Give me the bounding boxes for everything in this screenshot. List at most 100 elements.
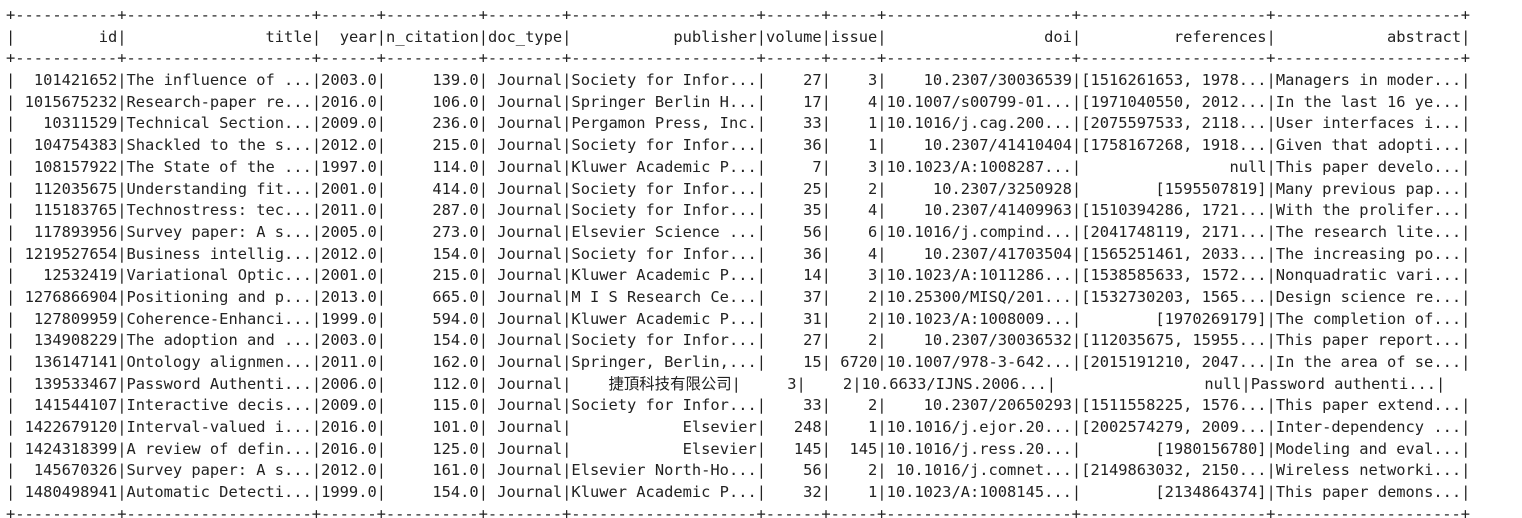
table-cell-id: 1480498941 (24, 483, 118, 502)
table-cell-id: 117893956 (33, 222, 118, 241)
table-cell-abstract: This paper report... (1275, 331, 1462, 350)
table-cell-doc_type: Journal (497, 201, 563, 220)
table-cell-year: 2011.0 (321, 353, 377, 371)
table-cell-title: Coherence-Enhanci... (126, 309, 312, 328)
table-cell-volume: 36 (803, 136, 822, 155)
table-cell-doi: 10.1023/A:1008009... (886, 309, 1072, 328)
table-row: | 139533467|Password Authenti...|2006.0|… (6, 374, 1446, 393)
table-cell-publisher: Pergamon Press, Inc. (571, 114, 757, 133)
table-cell-publisher: Springer Berlin H... (571, 92, 757, 111)
table-cell-n_citation: 101.0 (432, 418, 479, 437)
table-cell-doi: 10.1023/A:1008145... (886, 483, 1072, 502)
table-cell-n_citation: 414.0 (432, 179, 479, 198)
table-cell-abstract: Modeling and eval... (1275, 439, 1462, 458)
table-cell-volume: 248 (793, 418, 822, 437)
table-cell-n_citation: 215.0 (432, 136, 479, 155)
table-row: | 101421652|The influence of ...|2003.0|… (6, 71, 1471, 90)
table-cell-title: Survey paper: A s... (126, 461, 312, 480)
table-cell-year: 2012.0 (321, 461, 377, 480)
table-cell-issue: 4 (868, 92, 878, 111)
table-cell-id: 1422679120 (24, 418, 118, 437)
table-cell-volume: 145 (793, 439, 822, 458)
table-cell-abstract: Inter-dependency ... (1275, 418, 1462, 437)
table-cell-title: Business intellig... (126, 244, 312, 263)
table-cell-volume: 56 (803, 461, 822, 480)
table-row: | 108157922|The State of the ...|1997.0|… (6, 157, 1471, 176)
table-cell-issue: 4 (868, 244, 878, 263)
table-cell-abstract: Wireless networki... (1275, 461, 1462, 480)
table-cell-references: [1980156780] (1155, 439, 1267, 458)
table-cell-doi: 10.2307/30036539 (923, 71, 1072, 90)
table-cell-title: Positioning and p... (126, 287, 312, 306)
table-cell-volume: 17 (803, 92, 822, 111)
table-cell-title: Technical Section... (126, 114, 312, 133)
table-cell-id: 1015675232 (24, 92, 118, 111)
table-cell-publisher: Kluwer Academic P... (571, 309, 757, 328)
table-cell-issue: 2 (868, 331, 878, 350)
table-cell-references: [1971040550, 2012... (1081, 92, 1267, 111)
column-header-year: year (339, 27, 377, 46)
table-cell-id: 112035675 (33, 179, 118, 198)
table-row: | 141544107|Interactive decis...|2009.0|… (6, 396, 1471, 415)
table-row: | 1015675232|Research-paper re...|2016.0… (6, 92, 1471, 111)
table-cell-year: 2005.0 (321, 222, 377, 241)
table-cell-year: 2009.0 (321, 396, 377, 415)
table-cell-n_citation: 594.0 (432, 309, 479, 328)
table-cell-references: [2015191210, 2047... (1081, 353, 1267, 371)
table-row: | 1424318399|A review of defin...|2016.0… (6, 439, 1471, 458)
table-row: | 134908229|The adoption and ...|2003.0|… (6, 331, 1471, 350)
table-cell-issue: 6 (868, 222, 878, 241)
table-cell-issue: 2 (868, 461, 878, 480)
table-cell-year: 2013.0 (321, 287, 377, 306)
table-cell-year: 2016.0 (321, 439, 377, 458)
table-cell-doi: 10.2307/3250928 (932, 179, 1072, 198)
table-row: | 10311529|Technical Section...|2009.0| … (6, 114, 1471, 133)
table-cell-id: 136147141 (33, 353, 118, 371)
column-header-volume: volume (766, 27, 822, 46)
table-cell-abstract: The increasing po... (1275, 244, 1462, 263)
table-cell-issue: 1 (868, 418, 878, 437)
table-cell-title: Survey paper: A s... (126, 222, 312, 241)
table-cell-abstract: This paper develo... (1275, 157, 1462, 176)
table-cell-title: Research-paper re... (126, 92, 312, 111)
table-cell-year: 2006.0 (321, 374, 377, 393)
table-cell-n_citation: 114.0 (432, 157, 479, 176)
table-cell-year: 1997.0 (321, 157, 377, 176)
table-cell-abstract: In the area of se... (1275, 353, 1462, 371)
table-cell-volume: 7 (812, 157, 822, 176)
table-cell-year: 1999.0 (321, 309, 377, 328)
table-cell-issue: 2 (868, 309, 878, 328)
table-cell-id: 104754383 (33, 136, 118, 155)
table-cell-issue: 3 (868, 266, 878, 285)
table-cell-title: Password Authenti... (126, 374, 312, 393)
table-row: | 127809959|Coherence-Enhanci...|1999.0|… (6, 309, 1471, 328)
table-border: +-----------+--------------------+------… (6, 6, 1471, 24)
table-cell-volume: 27 (803, 71, 822, 90)
table-header-row: | id| title| year|n_citation|doc_type| p… (6, 27, 1471, 46)
table-cell-doc_type: Journal (497, 136, 563, 155)
table-cell-references: null (1229, 157, 1267, 176)
table-cell-id: 115183765 (33, 201, 118, 220)
table-cell-id: 127809959 (33, 309, 118, 328)
table-cell-id: 1276866904 (24, 287, 118, 306)
table-cell-title: The influence of ... (126, 71, 312, 90)
table-cell-volume: 25 (803, 179, 822, 198)
table-cell-doi: 10.1016/j.cag.200... (886, 114, 1072, 133)
table-cell-references: [2041748119, 2171... (1081, 222, 1267, 241)
table-cell-references: [112035675, 15955... (1081, 331, 1267, 350)
table-cell-n_citation: 154.0 (432, 244, 479, 263)
table-cell-doc_type: Journal (497, 179, 563, 198)
table-cell-doi: 10.1023/A:1008287... (886, 157, 1072, 176)
table-cell-year: 1999.0 (321, 483, 377, 502)
table-cell-id: 1219527654 (24, 244, 118, 263)
table-cell-year: 2001.0 (321, 179, 377, 198)
table-cell-title: The adoption and ... (126, 331, 312, 350)
table-cell-issue: 2 (868, 287, 878, 306)
table-cell-volume: 31 (803, 309, 822, 328)
table-cell-doc_type: Journal (497, 439, 563, 458)
table-cell-abstract: In the last 16 ye... (1275, 92, 1462, 111)
table-cell-title: Automatic Detecti... (126, 483, 312, 502)
table-cell-issue: 1 (868, 114, 878, 133)
table-cell-n_citation: 115.0 (432, 396, 479, 415)
table-cell-references: [2075597533, 2118... (1081, 114, 1267, 133)
